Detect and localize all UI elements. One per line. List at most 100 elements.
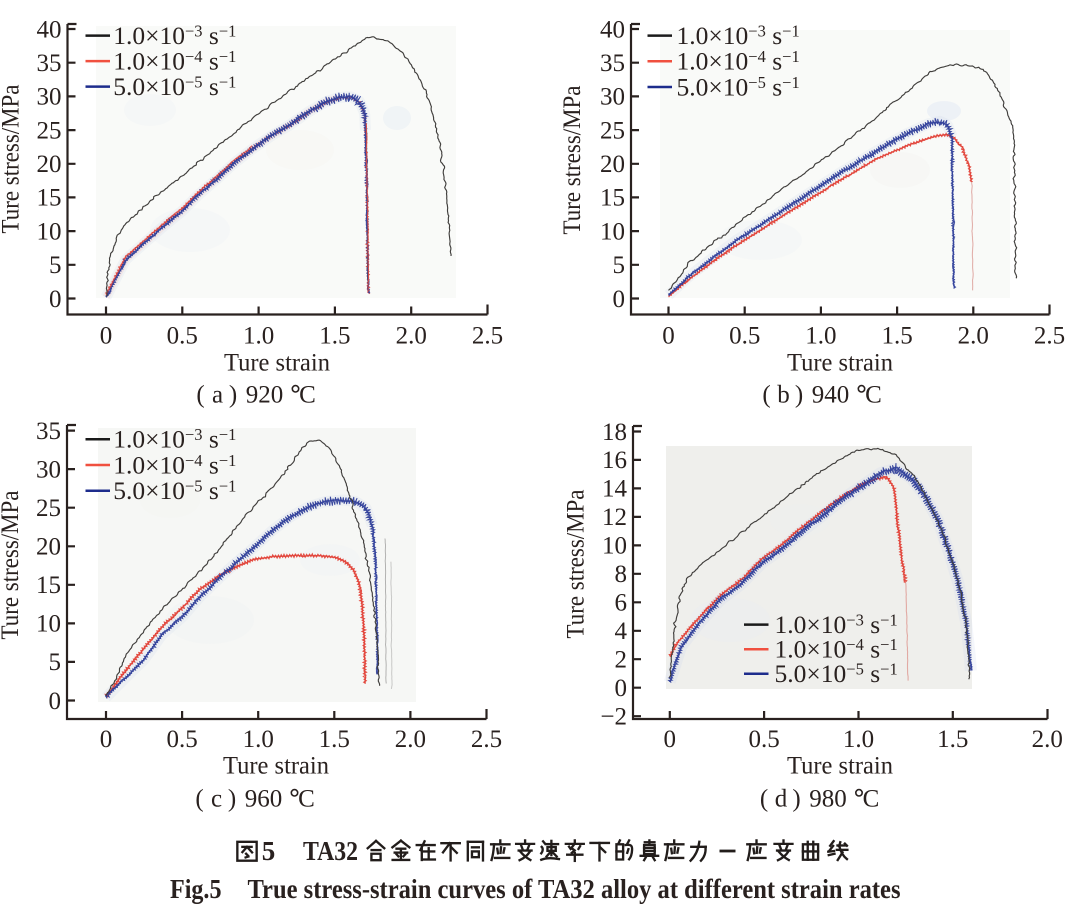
svg-text:0: 0 [613, 286, 626, 313]
svg-text:Ture strain: Ture strain [787, 753, 893, 780]
svg-text:TA32: TA32 [303, 836, 358, 866]
svg-text:1.0: 1.0 [843, 726, 874, 753]
svg-text:940: 940 [812, 381, 850, 408]
svg-text:5: 5 [49, 252, 62, 279]
svg-text:c: c [211, 785, 222, 812]
svg-text:980: 980 [809, 785, 847, 812]
svg-text:(: ( [196, 381, 204, 408]
svg-text:35: 35 [36, 418, 61, 445]
svg-text:1.0×10−3 s−1: 1.0×10−3 s−1 [677, 21, 800, 50]
svg-text:16: 16 [602, 447, 627, 474]
svg-text:1.0: 1.0 [805, 323, 836, 350]
svg-text:40: 40 [37, 16, 62, 43]
svg-text:): ) [792, 785, 800, 812]
svg-text:20: 20 [600, 151, 625, 178]
svg-text:True stress-strain curves of T: True stress-strain curves of TA32 alloy … [248, 874, 901, 904]
svg-text:2.0: 2.0 [396, 323, 427, 350]
svg-text:1.0×10−4 s−1: 1.0×10−4 s−1 [113, 450, 236, 479]
svg-text:10: 10 [37, 218, 62, 245]
svg-text:a: a [212, 381, 223, 408]
svg-text:1.0: 1.0 [243, 323, 274, 350]
svg-text:5: 5 [49, 649, 62, 676]
svg-text:2.0: 2.0 [395, 726, 426, 753]
svg-text:0: 0 [49, 286, 62, 313]
svg-text:40: 40 [600, 16, 625, 43]
svg-text:25: 25 [36, 495, 61, 522]
svg-text:1.0×10−3 s−1: 1.0×10−3 s−1 [113, 425, 236, 454]
svg-text:d: d [775, 785, 788, 812]
svg-text:0.5: 0.5 [748, 726, 779, 753]
svg-text:4: 4 [615, 618, 628, 645]
svg-text:0.5: 0.5 [729, 323, 760, 350]
svg-text:1.0×10−3 s−1: 1.0×10−3 s−1 [775, 610, 898, 639]
svg-text:1.5: 1.5 [881, 323, 912, 350]
svg-text:Ture strain: Ture strain [224, 350, 330, 377]
svg-text:5.0×10−5 s−1: 5.0×10−5 s−1 [113, 476, 236, 505]
svg-text:35: 35 [37, 50, 62, 77]
svg-text:30: 30 [36, 456, 61, 483]
svg-text:Ture strain: Ture strain [223, 753, 329, 780]
svg-text:C: C [865, 381, 882, 408]
svg-text:0: 0 [615, 675, 628, 702]
svg-text:20: 20 [36, 534, 61, 561]
svg-text:1.5: 1.5 [319, 726, 350, 753]
svg-text:0.5: 0.5 [167, 323, 198, 350]
svg-text:30: 30 [600, 84, 625, 111]
svg-text:25: 25 [37, 117, 62, 144]
svg-text:5: 5 [613, 252, 626, 279]
svg-text:−2: −2 [600, 704, 627, 731]
svg-text:1.5: 1.5 [937, 726, 968, 753]
svg-text:15: 15 [600, 185, 625, 212]
svg-text:(: ( [760, 785, 768, 812]
svg-text:): ) [229, 381, 237, 408]
svg-text:0: 0 [49, 688, 62, 715]
svg-text:2.5: 2.5 [471, 726, 502, 753]
svg-text:12: 12 [602, 504, 627, 531]
svg-text:Ture stress/MPa: Ture stress/MPa [0, 491, 24, 640]
svg-text:1.0×10−3 s−1: 1.0×10−3 s−1 [113, 21, 236, 50]
svg-text:2.0: 2.0 [958, 323, 989, 350]
svg-text:14: 14 [602, 476, 628, 503]
svg-text:8: 8 [615, 561, 628, 588]
svg-text:10: 10 [36, 611, 61, 638]
svg-text:Ture stress/MPa: Ture stress/MPa [559, 86, 586, 235]
svg-text:5.0×10−5 s−1: 5.0×10−5 s−1 [775, 659, 898, 688]
svg-text:(: ( [762, 381, 770, 408]
svg-text:18: 18 [602, 419, 627, 446]
svg-text:0.5: 0.5 [166, 726, 197, 753]
svg-text:Ture strain: Ture strain [787, 350, 893, 377]
svg-text:2.5: 2.5 [472, 323, 503, 350]
svg-text:b: b [777, 381, 790, 408]
svg-text:1.0×10−4 s−1: 1.0×10−4 s−1 [775, 635, 898, 664]
svg-text:0: 0 [100, 323, 113, 350]
svg-text:960: 960 [245, 785, 283, 812]
svg-text:10: 10 [602, 533, 627, 560]
svg-text:C: C [863, 785, 880, 812]
svg-text:1.0: 1.0 [243, 726, 274, 753]
svg-text:Ture stress/MPa: Ture stress/MPa [563, 490, 590, 639]
svg-text:5.0×10−5 s−1: 5.0×10−5 s−1 [113, 72, 236, 101]
svg-text:): ) [795, 381, 803, 408]
svg-text:0: 0 [662, 323, 675, 350]
svg-text:6: 6 [615, 590, 628, 617]
svg-text:1.5: 1.5 [319, 323, 350, 350]
svg-text:2: 2 [615, 647, 628, 674]
svg-text:20: 20 [37, 151, 62, 178]
svg-text:Fig.5: Fig.5 [170, 874, 222, 904]
svg-text:0: 0 [664, 726, 677, 753]
svg-text:35: 35 [600, 50, 625, 77]
svg-text:5.0×10−5 s−1: 5.0×10−5 s−1 [677, 72, 800, 101]
svg-text:920: 920 [246, 381, 284, 408]
svg-text:C: C [299, 381, 316, 408]
svg-text:10: 10 [600, 218, 625, 245]
svg-text:2.5: 2.5 [1034, 323, 1065, 350]
svg-text:5: 5 [262, 836, 276, 866]
svg-text:25: 25 [600, 117, 625, 144]
svg-text:2.0: 2.0 [1032, 726, 1063, 753]
svg-text:Ture stress/MPa: Ture stress/MPa [0, 85, 25, 234]
svg-text:15: 15 [36, 572, 61, 599]
svg-text:C: C [298, 785, 315, 812]
svg-text:1.0×10−4 s−1: 1.0×10−4 s−1 [113, 46, 236, 75]
svg-text:0: 0 [100, 726, 113, 753]
svg-text:15: 15 [37, 185, 62, 212]
